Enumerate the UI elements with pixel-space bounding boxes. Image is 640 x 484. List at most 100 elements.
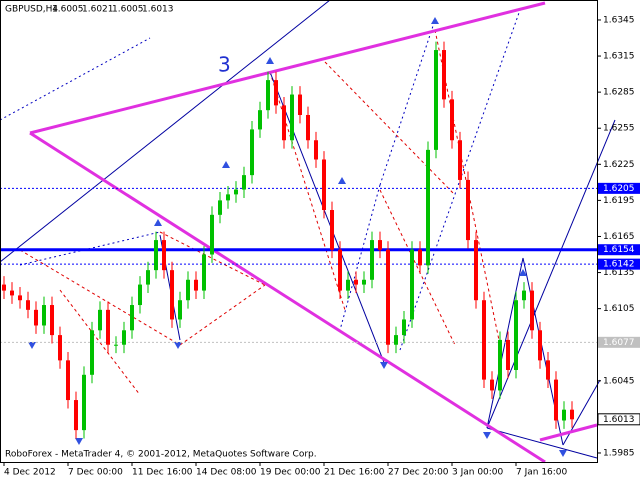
- candle-body: [274, 80, 278, 106]
- y-tick-label: 1.5985: [603, 448, 635, 458]
- arrow-down: [483, 432, 491, 439]
- trend-line: [562, 379, 601, 446]
- candle-body: [458, 140, 462, 180]
- candle-body: [218, 200, 222, 215]
- candle-body: [266, 80, 270, 111]
- candle-body: [338, 249, 342, 291]
- candle-body: [66, 360, 70, 401]
- price-levels: [0, 187, 597, 343]
- dotted-line: [19, 249, 181, 346]
- x-tick-label: 11 Dec 16:00: [132, 468, 193, 478]
- price-level-label: 1.6154: [603, 245, 635, 255]
- arrow-down: [174, 342, 182, 349]
- candle-body: [498, 339, 502, 391]
- candle-body: [322, 159, 326, 211]
- candle-body: [2, 284, 6, 291]
- candle-body: [210, 214, 214, 255]
- candle-body: [330, 210, 334, 250]
- candle-body: [146, 270, 150, 285]
- candle-body: [386, 249, 390, 345]
- candle-body: [122, 330, 126, 345]
- candle-body: [162, 240, 166, 271]
- footer-copyright: RoboForex - MetaTrader 4, © 2001-2012, M…: [5, 450, 317, 460]
- dotted-line: [324, 61, 456, 196]
- candles: [2, 41, 574, 439]
- candle-body: [514, 300, 518, 370]
- candle-body: [346, 279, 350, 291]
- wave-label: 3: [218, 53, 231, 77]
- x-tick-label: 7 Dec 00:00: [68, 468, 123, 478]
- y-tick-label: 1.6195: [603, 196, 635, 206]
- candle-body: [362, 279, 366, 285]
- triangle-side: [29, 1, 546, 135]
- last-price-label: 1.6013: [603, 415, 635, 425]
- candle-body: [418, 249, 422, 266]
- candle-body: [106, 309, 110, 345]
- candle-body: [34, 309, 38, 326]
- blue-lines: [0, 0, 616, 459]
- dotted-line: [0, 37, 151, 121]
- header-ohlc-value: 1.6005: [112, 5, 144, 15]
- dotted-line: [179, 284, 266, 346]
- dotted-line: [159, 231, 266, 286]
- x-tick-label: 14 Dec 08:00: [196, 468, 257, 478]
- y-tick-label: 1.6285: [603, 88, 635, 98]
- arrow-down: [28, 342, 36, 349]
- candle-body: [426, 149, 430, 266]
- candle-body: [226, 194, 230, 201]
- y-tick-label: 1.6135: [603, 268, 635, 278]
- candle-body: [506, 339, 510, 370]
- trend-line: [486, 257, 524, 429]
- dotted-line: [379, 189, 456, 346]
- y-tick-label: 1.6165: [603, 232, 635, 242]
- candle-body: [154, 240, 158, 271]
- candle-body: [74, 400, 78, 431]
- plot-frame: [0, 0, 598, 463]
- candle-body: [370, 240, 374, 280]
- candle-body: [562, 409, 566, 421]
- arrow-down: [75, 438, 83, 445]
- candle-body: [522, 290, 526, 301]
- candle-body: [490, 379, 494, 391]
- candle-body: [170, 270, 174, 320]
- x-tick-label: 27 Dec 20:00: [388, 468, 449, 478]
- y-tick-label: 1.6045: [603, 376, 635, 386]
- candle-body: [18, 295, 22, 301]
- candle-body: [530, 290, 534, 331]
- candle-body: [242, 175, 246, 190]
- candle-body: [442, 50, 446, 100]
- candle-body: [186, 279, 190, 301]
- candle-body: [450, 99, 454, 141]
- candle-body: [258, 110, 262, 130]
- candle-body: [114, 344, 118, 346]
- candle-body: [202, 254, 206, 291]
- candle-body: [194, 279, 198, 291]
- price-level-tag: [598, 336, 640, 348]
- candle-body: [378, 240, 382, 250]
- analysis-drawings: [0, 0, 616, 464]
- candle-body: [42, 305, 46, 326]
- header-ohlc-value: 1.6005: [52, 5, 84, 15]
- price-level-tag: [598, 244, 640, 256]
- axes: 1.6345 1.6315 1.6285 1.6255 1.6225 1.6195 1.61…: [3, 15, 640, 478]
- y-tick-label: 1.6345: [603, 15, 635, 25]
- fractal-arrows: [28, 17, 567, 457]
- y-tick-label: 1.6225: [603, 160, 635, 170]
- y-tick-label: 1.6255: [603, 124, 635, 134]
- arrow-up: [266, 57, 274, 64]
- candle-body: [306, 114, 310, 141]
- magenta-triangle: [29, 1, 598, 464]
- x-tick-label: 21 Dec 16:00: [324, 468, 385, 478]
- candle-body: [354, 279, 358, 285]
- candle-body: [98, 309, 102, 331]
- candle-body: [90, 330, 94, 375]
- candle-body: [466, 179, 470, 241]
- dotted-line: [379, 19, 436, 186]
- arrow-up: [154, 219, 162, 226]
- candle-body: [178, 300, 182, 320]
- candle-body: [282, 105, 286, 141]
